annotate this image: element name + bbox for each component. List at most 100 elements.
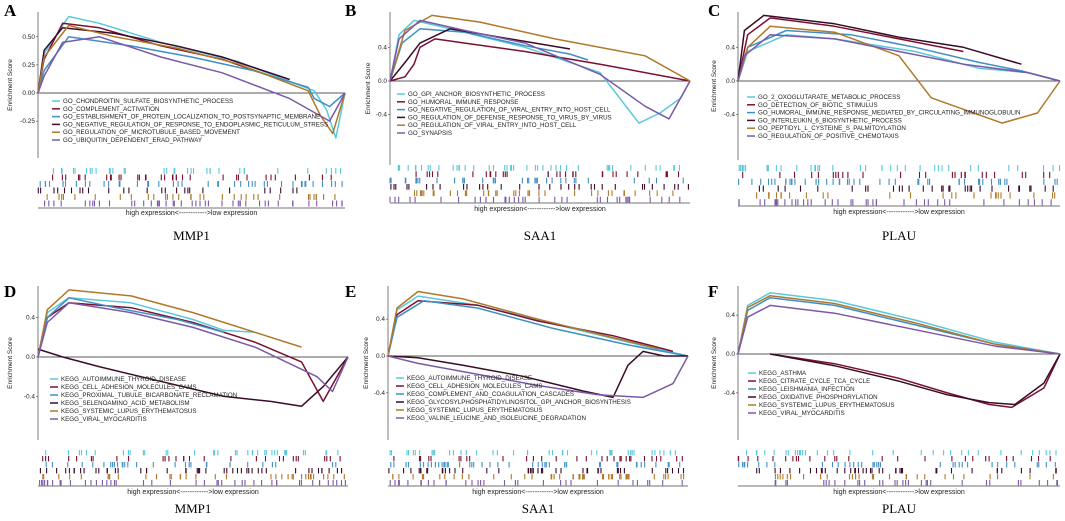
legend-entry: KEGG_SELENOAMINO_ACID_METABOLISM bbox=[61, 400, 189, 407]
gene-name: PLAU bbox=[882, 501, 917, 516]
legend-entry: KEGG_VIRAL_MYOCARDITIS bbox=[61, 416, 147, 423]
legend-entry: GO_PEPTIDYL_L_CYSTEINE_S_PALMITOYLATION bbox=[758, 125, 906, 132]
legend-entry: KEGG_SYSTEMIC_LUPUS_ERYTHEMATOSUS bbox=[61, 408, 196, 415]
legend-entry: KEGG_VALINE_LEUCINE_AND_ISOLEUCINE_DEGRA… bbox=[407, 415, 586, 422]
legend-entry: KEGG_SYSTEMIC_LUPUS_ERYTHEMATOSUS bbox=[759, 402, 894, 409]
series-line bbox=[389, 19, 691, 124]
x-axis-label: high expression<------------>low express… bbox=[833, 209, 965, 216]
legend-entry: GO_2_OXOGLUTARATE_METABOLIC_PROCESS bbox=[758, 94, 900, 101]
legend-entry: KEGG_ASTHMA bbox=[759, 370, 807, 377]
legend-entry: GO_CHONDROITIN_SULFATE_BIOSYNTHETIC_PROC… bbox=[63, 98, 233, 105]
legend-entry: GO_HUMORAL_IMMUNE_RESPONSE bbox=[408, 99, 518, 106]
legend-entry: GO_REGULATION_OF_VIRAL_ENTRY_INTO_HOST_C… bbox=[408, 122, 577, 129]
legend-entry: GO_NEGATIVE_REGULATION_OF_RESPONSE_TO_EN… bbox=[63, 121, 328, 128]
x-axis-label: high expression<------------>low express… bbox=[474, 206, 606, 213]
y-tick-label: -0.4 bbox=[376, 112, 388, 119]
gene-name: SAA1 bbox=[522, 501, 555, 516]
y-tick-label: 0.4 bbox=[26, 315, 35, 322]
series-line bbox=[37, 27, 290, 94]
legend-entry: GO_HUMORAL_IMMUNE_RESPONSE_MEDIATED_BY_C… bbox=[758, 110, 1020, 117]
legend-entry: KEGG_OXIDATIVE_PHOSPHORYLATION bbox=[759, 394, 878, 401]
y-tick-label: -0.25 bbox=[20, 118, 35, 125]
gene-name: MMP1 bbox=[175, 501, 212, 516]
y-axis-label: Enrichment Score bbox=[711, 337, 718, 389]
gene-name: MMP1 bbox=[173, 228, 210, 243]
series-line bbox=[737, 17, 964, 82]
y-tick-label: 0.4 bbox=[726, 312, 735, 319]
series-line bbox=[37, 36, 346, 122]
legend-entry: GO_COMPLEMENT_ACTIVATION bbox=[63, 106, 159, 113]
series-line bbox=[387, 299, 689, 357]
y-tick-label: 0.50 bbox=[22, 34, 35, 41]
legend-entry: GO_ESTABLISHMENT_OF_PROTEIN_LOCALIZATION… bbox=[63, 114, 320, 121]
x-axis-label: high expression<------------>low express… bbox=[127, 489, 259, 496]
legend-entry: GO_REGULATION_OF_MICROTUBULE_BASED_MOVEM… bbox=[63, 129, 240, 136]
series-line bbox=[37, 297, 225, 358]
y-tick-label: 0.0 bbox=[376, 353, 385, 360]
series-line bbox=[37, 302, 349, 403]
y-tick-label: -0.4 bbox=[374, 390, 386, 397]
series-line bbox=[37, 24, 346, 135]
y-axis-label: Enrichment Score bbox=[363, 337, 370, 389]
series-line bbox=[737, 292, 1061, 355]
y-tick-label: 0.0 bbox=[26, 354, 35, 361]
legend-entry: GO_NEGATIVE_REGULATION_OF_VIRAL_ENTRY_IN… bbox=[408, 107, 611, 114]
series-line bbox=[389, 28, 571, 82]
y-tick-label: -0.4 bbox=[724, 112, 736, 119]
series-line bbox=[737, 14, 1022, 82]
x-axis-label: high expression<------------>low express… bbox=[472, 489, 604, 496]
legend-entry: KEGG_LEISHMANIA_INFECTION bbox=[759, 386, 855, 393]
panel-label: C bbox=[708, 1, 720, 20]
x-axis-label: high expression<------------>low express… bbox=[126, 210, 258, 217]
series-line bbox=[737, 304, 1061, 355]
legend-entry: GO_SYNAPSIS bbox=[408, 130, 452, 137]
panel-label: E bbox=[345, 282, 356, 301]
y-tick-label: 0.4 bbox=[376, 316, 385, 323]
legend-entry: KEGG_CELL_ADHESION_MOLECULES_CAMS bbox=[61, 384, 197, 391]
y-axis-label: Enrichment Score bbox=[7, 337, 14, 389]
series-line bbox=[389, 14, 691, 82]
y-tick-label: 0.4 bbox=[726, 44, 735, 51]
y-tick-label: 0.25 bbox=[22, 62, 35, 69]
panel-label: D bbox=[4, 282, 16, 301]
panel-label: B bbox=[345, 1, 356, 20]
y-axis-label: Enrichment Score bbox=[711, 60, 718, 112]
legend-entry: KEGG_VIRAL_MYOCARDITIS bbox=[759, 410, 845, 417]
series-line bbox=[737, 25, 1061, 124]
y-tick-label: 0.0 bbox=[726, 78, 735, 85]
series-line bbox=[770, 353, 1061, 406]
legend-entry: KEGG_PROXIMAL_TUBULE_BICARBONATE_RECLAMA… bbox=[61, 392, 237, 399]
y-tick-label: 0.4 bbox=[378, 44, 387, 51]
series-line bbox=[387, 299, 674, 357]
legend-entry: GO_UBIQUITIN_DEPENDENT_ERAD_PATHWAY bbox=[63, 137, 202, 144]
legend-entry: GO_REGULATION_OF_POSITIVE_CHEMOTAXIS bbox=[758, 133, 899, 140]
series-line bbox=[37, 289, 302, 358]
legend-entry: GO_DETECTION_OF_BIOTIC_STIMULUS bbox=[758, 102, 878, 109]
gene-name: PLAU bbox=[882, 228, 917, 243]
y-tick-label: 0.0 bbox=[726, 351, 735, 358]
series-line bbox=[737, 33, 1061, 82]
series-line bbox=[389, 28, 589, 82]
legend-entry: KEGG_CELL_ADHESION_MOLECULES_CAMS bbox=[407, 383, 543, 390]
y-tick-label: 0.00 bbox=[22, 90, 35, 97]
series-line bbox=[737, 294, 1061, 355]
y-tick-label: -0.4 bbox=[24, 393, 36, 400]
series-line bbox=[37, 302, 349, 393]
panel-b: B 0.4 0.0 -0.4 Enrichment Score GO_GPI_ANCHOR… bbox=[345, 1, 691, 243]
y-axis-label: Enrichment Score bbox=[7, 59, 14, 111]
series-line bbox=[37, 22, 275, 94]
panel-label: A bbox=[4, 1, 17, 20]
legend-entry: KEGG_COMPLEMENT_AND_COAGULATION_CASCADES bbox=[407, 391, 574, 398]
series-line bbox=[37, 348, 349, 408]
panel-c: C 0.4 0.0 -0.4 Enrichment Score GO_2_OXOGLUTA… bbox=[708, 1, 1061, 243]
series-line bbox=[37, 297, 256, 358]
legend-entry: KEGG_AUTOIMMUNE_THYROID_DISEASE bbox=[407, 375, 532, 382]
panel-d: D 0.4 0.0 -0.4 Enrichment Score KEGG_AUTOIMMU… bbox=[4, 282, 349, 516]
y-tick-label: 0.0 bbox=[378, 78, 387, 85]
series-line bbox=[387, 355, 689, 399]
legend-entry: KEGG_AUTOIMMUNE_THYROID_DISEASE bbox=[61, 376, 186, 383]
y-axis-label: Enrichment Score bbox=[365, 62, 372, 114]
panel-label: F bbox=[708, 282, 718, 301]
